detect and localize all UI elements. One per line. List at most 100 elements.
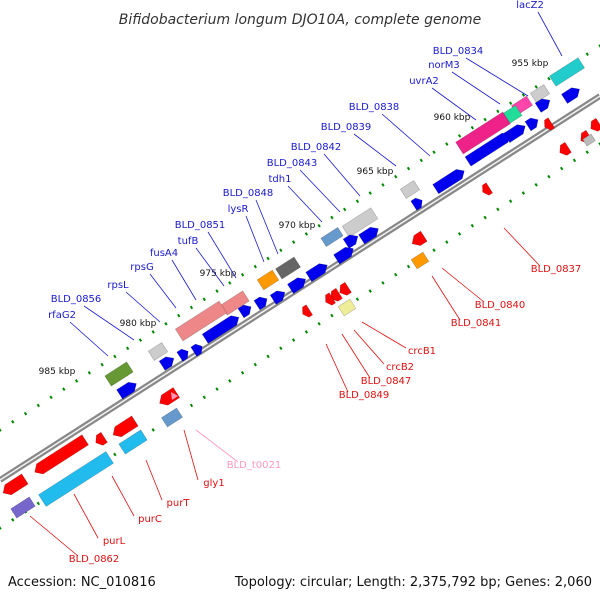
cds-reverse-arrow	[411, 230, 428, 246]
tick-dot-lower	[585, 150, 589, 154]
feature-BLD_0841	[410, 251, 430, 270]
cds-reverse-arrow	[302, 304, 314, 318]
tick-dot-upper	[138, 338, 143, 342]
tick-dot-lower	[598, 142, 600, 146]
tick-dot-upper	[113, 354, 117, 359]
feature-purT	[118, 429, 148, 455]
leader-line	[431, 87, 477, 121]
tick-dot-lower	[483, 215, 487, 220]
cds-reverse-arrow	[2, 473, 29, 496]
tick-dot-upper	[228, 281, 232, 285]
kbp-tick-label: 975 kbp	[200, 269, 237, 279]
tick-dot-lower	[470, 223, 474, 228]
tick-dot-lower	[521, 191, 526, 195]
leader-line	[299, 169, 341, 213]
tick-dot-lower	[279, 346, 283, 351]
gene-label-BLD_0847: BLD_0847	[361, 376, 412, 387]
leader-line	[341, 333, 371, 379]
leader-line	[195, 429, 239, 463]
gene-label-BLD_0843: BLD_0843	[267, 158, 318, 169]
tick-dot-lower	[228, 379, 232, 383]
cds-forward-arrow	[464, 132, 511, 167]
tick-dot-upper	[126, 346, 130, 351]
leader-line	[361, 321, 407, 349]
tick-dot-upper	[177, 313, 181, 318]
cds-forward-arrow	[503, 124, 526, 143]
cds-forward-arrow	[253, 296, 268, 311]
tick-dot-lower	[330, 313, 334, 318]
tick-dot-upper	[279, 248, 283, 253]
cds-forward-arrow	[158, 356, 175, 371]
gene-label-lysR: lysR	[228, 204, 249, 215]
tick-dot-lower	[572, 158, 577, 163]
tick-dot-upper	[164, 321, 168, 326]
tick-dot-upper	[0, 428, 2, 432]
leader-line	[125, 291, 161, 323]
leader-line	[465, 57, 529, 97]
cds-forward-arrow	[342, 234, 359, 249]
feature-BLD_0843	[320, 226, 344, 248]
tick-dot-lower	[355, 297, 360, 302]
tick-dot-lower	[534, 183, 538, 187]
gene-label-purL: purL	[103, 536, 126, 547]
leader-line	[111, 475, 135, 517]
leader-line	[73, 493, 99, 539]
tick-dot-upper	[11, 420, 15, 424]
tick-dot-upper	[406, 166, 411, 171]
tick-dot-upper	[445, 142, 449, 146]
tick-dot-lower	[151, 428, 155, 432]
tick-dot-lower	[368, 289, 372, 293]
leader-line	[325, 343, 349, 393]
tick-dot-upper	[74, 379, 79, 383]
gene-label-BLD_0834: BLD_0834	[433, 46, 484, 57]
cds-forward-arrow	[333, 246, 354, 265]
leader-line	[441, 267, 485, 303]
leader-line	[83, 305, 135, 341]
cds-forward-arrow	[305, 263, 328, 282]
cds-reverse-arrow	[330, 287, 343, 302]
tick-dot-lower	[406, 264, 411, 269]
cds-forward-arrow	[410, 197, 423, 211]
tick-dot-lower	[381, 281, 385, 285]
kbp-tick-label: 960 kbp	[434, 113, 471, 123]
tick-dot-lower	[36, 501, 40, 506]
gene-label-BLD_t0021: BLD_t0021	[227, 460, 282, 471]
feature-rpsL	[147, 342, 169, 361]
tick-dot-upper	[49, 395, 53, 400]
tick-dot-lower	[113, 452, 117, 457]
cds-reverse-arrow	[482, 182, 494, 196]
leader-line	[381, 113, 431, 157]
gene-label-rpsL: rpsL	[107, 280, 129, 291]
cds-forward-arrow	[269, 290, 286, 305]
tick-dot-upper	[381, 183, 385, 187]
leader-line	[323, 153, 361, 197]
cds-forward-arrow	[116, 381, 137, 400]
gene-label-BLD_0842: BLD_0842	[291, 142, 342, 153]
leader-line	[145, 459, 163, 501]
cds-reverse-arrow	[34, 434, 89, 475]
gene-label-BLD_0841: BLD_0841	[451, 318, 502, 329]
feature-gly1	[161, 407, 183, 428]
leader-line	[245, 215, 265, 263]
tick-dot-upper	[291, 240, 296, 244]
gene-label-BLD_0851: BLD_0851	[175, 220, 226, 231]
tick-dot-upper	[496, 109, 500, 114]
gene-label-tdh1: tdh1	[269, 174, 292, 185]
gene-label-purT: purT	[167, 498, 191, 509]
tick-dot-upper	[598, 44, 600, 48]
gene-label-BLD_0849: BLD_0849	[339, 390, 390, 401]
tick-dot-upper	[547, 76, 551, 81]
tick-dot-upper	[394, 174, 398, 179]
gene-label-gly1: gly1	[203, 478, 224, 489]
tick-dot-upper	[521, 93, 526, 97]
tick-dot-lower	[508, 199, 513, 203]
gene-label-BLD_0838: BLD_0838	[349, 102, 400, 113]
tick-dot-upper	[508, 101, 513, 105]
cds-forward-arrow	[190, 343, 203, 357]
feature-uvrA2	[455, 111, 511, 155]
gene-label-norM3: norM3	[428, 60, 460, 71]
gene-labels: lacZ2 BLD_0834 norM3 uvrA2 BLD_0838 BLD_0839 B…	[29, 0, 581, 565]
gene-label-lacZ2: lacZ2	[516, 0, 544, 11]
genome-summary: Topology: circular; Length: 2,375,792 bp…	[234, 575, 592, 590]
leader-line	[195, 247, 225, 287]
